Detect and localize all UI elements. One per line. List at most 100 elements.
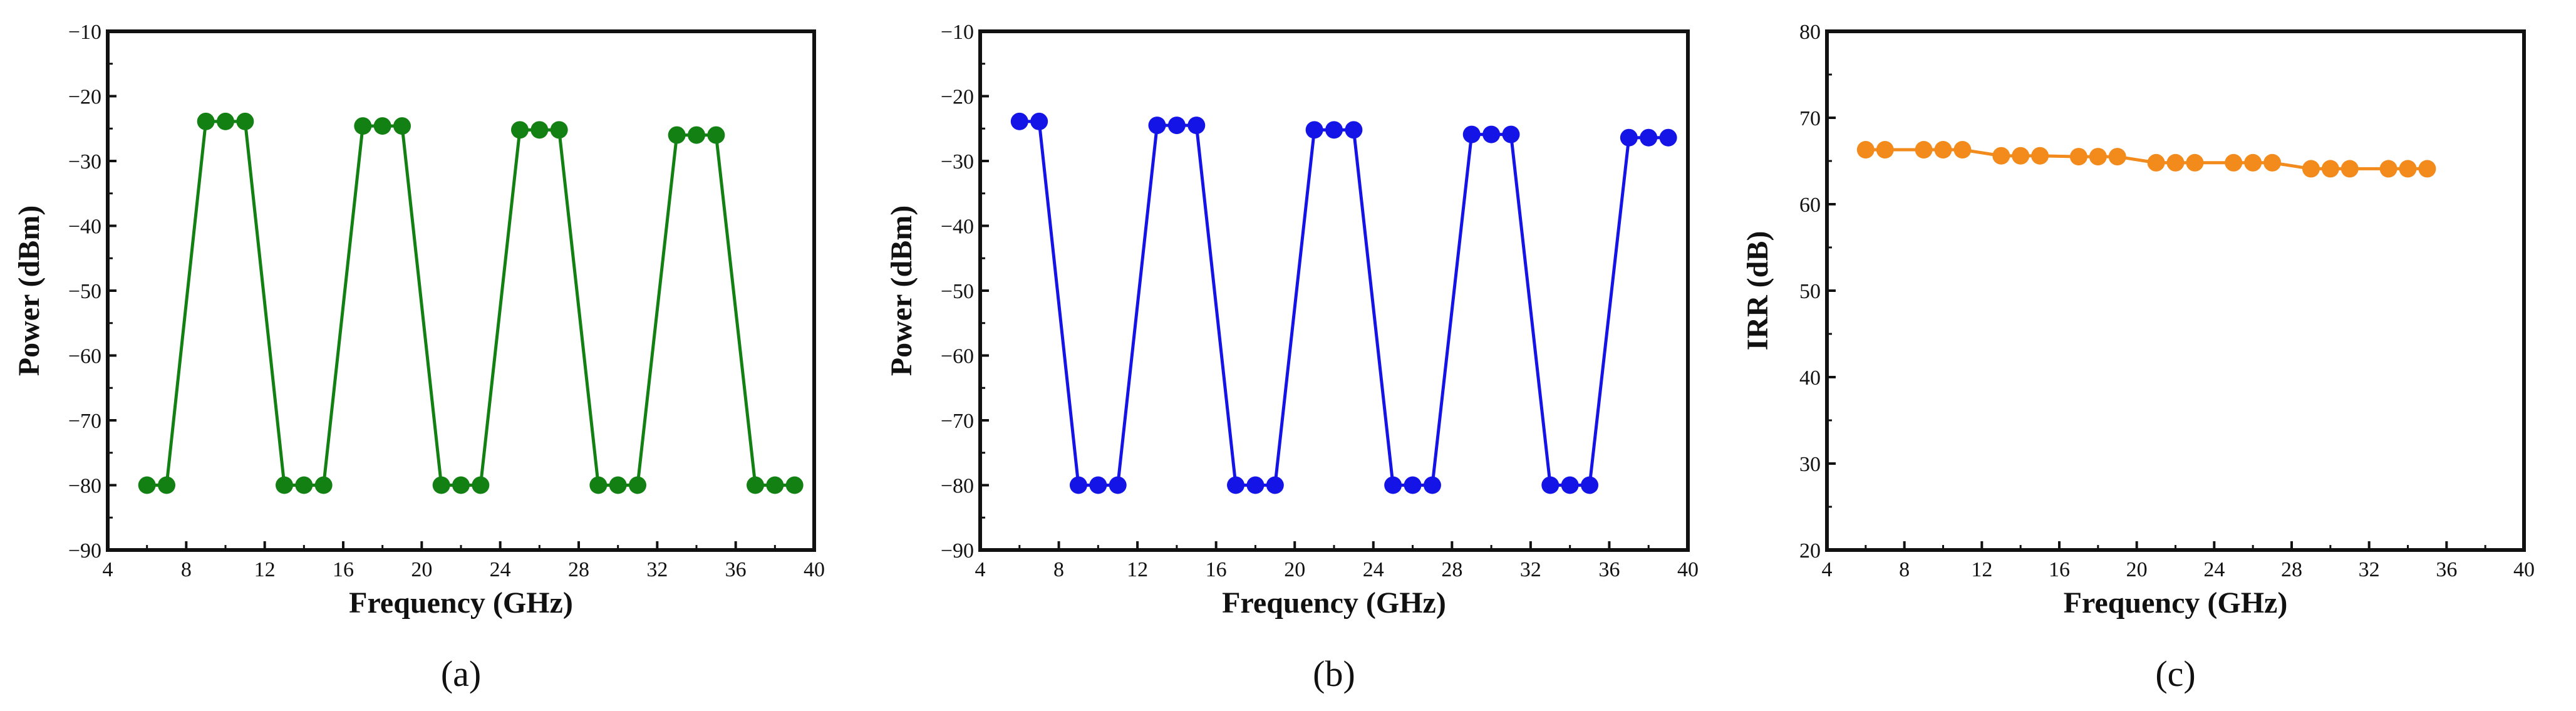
x-tick-label: 40 <box>1677 558 1699 581</box>
y-tick-label: −50 <box>68 280 101 303</box>
data-point <box>158 476 175 494</box>
data-point <box>1109 476 1127 494</box>
data-point <box>1089 476 1107 494</box>
data-point <box>1325 121 1343 139</box>
y-tick-label: 50 <box>1799 280 1821 303</box>
data-point <box>747 476 764 494</box>
data-point <box>1640 128 1658 147</box>
x-axis-label: Frequency (GHz) <box>2064 586 2288 620</box>
data-point <box>2302 160 2320 178</box>
data-point <box>629 476 646 494</box>
data-point <box>472 476 490 494</box>
y-tick-label: 60 <box>1799 194 1821 217</box>
plot-frame <box>106 29 816 552</box>
data-point <box>1010 112 1028 130</box>
y-axis-label: Power (dBm) <box>13 205 46 376</box>
y-tick-label: −70 <box>68 410 101 433</box>
x-tick-label: 20 <box>2126 558 2148 581</box>
x-tick-label: 12 <box>1127 558 1148 581</box>
panel-caption: (a) <box>441 653 481 694</box>
x-tick-label: 40 <box>804 558 825 581</box>
series-line <box>1019 120 1668 487</box>
x-tick-label: 8 <box>1053 558 1064 581</box>
plot-frame <box>978 29 1690 552</box>
data-point <box>1659 128 1677 147</box>
chart-panel-a: 4 8 12 16 20 24 28 32 36 40 −90 −80 −70 −60 −50 −40 −30 −… <box>13 21 825 694</box>
y-tick-label: −10 <box>68 21 101 44</box>
data-point <box>511 121 529 139</box>
series-line <box>147 120 795 487</box>
x-tick-label: 16 <box>1206 558 1227 581</box>
data-point <box>1227 476 1245 494</box>
x-tick-label: 32 <box>1520 558 1541 581</box>
y-tick-label: −90 <box>941 539 974 563</box>
x-tick-label: 20 <box>1284 558 1305 581</box>
x-tick-label: 8 <box>1899 558 1910 581</box>
data-point <box>2418 160 2436 178</box>
data-point <box>1934 141 1952 159</box>
y-tick-label: −30 <box>68 150 101 174</box>
data-point <box>1384 476 1402 494</box>
x-tick-label: 12 <box>1971 558 1992 581</box>
data-point <box>1305 121 1323 139</box>
data-point <box>314 476 333 494</box>
y-axis-label: Power (dBm) <box>885 205 918 376</box>
data-point <box>393 117 411 135</box>
data-point <box>354 117 372 135</box>
y-tick-label: −60 <box>941 345 974 368</box>
x-tick-label: 20 <box>411 558 432 581</box>
x-tick-label: 16 <box>2049 558 2070 581</box>
data-point <box>452 476 470 494</box>
x-tick-label: 28 <box>1441 558 1462 581</box>
y-tick-label: 20 <box>1799 539 1821 563</box>
data-point <box>2069 148 2087 166</box>
data-point <box>530 121 549 139</box>
data-point <box>2341 160 2359 178</box>
data-point <box>1167 117 1186 135</box>
chart-panel-b: 4 8 12 16 20 24 28 32 36 40 −90 −80 −70 −60 −50 −40 −30 −… <box>885 21 1699 694</box>
data-point <box>1620 128 1638 147</box>
data-point <box>2225 153 2243 172</box>
data-point <box>1266 476 1284 494</box>
data-point <box>2186 153 2204 172</box>
data-point <box>2031 147 2049 165</box>
data-point <box>138 476 156 494</box>
x-tick-label: 36 <box>1598 558 1620 581</box>
data-point <box>1187 117 1206 135</box>
data-point <box>1541 476 1560 494</box>
data-point <box>785 476 804 494</box>
data-point <box>1915 141 1933 159</box>
y-tick-label: −80 <box>68 475 101 498</box>
y-tick-label: −20 <box>941 86 974 109</box>
data-point <box>373 117 391 135</box>
y-tick-label: −90 <box>68 539 101 563</box>
x-tick-label: 4 <box>1822 558 1833 581</box>
x-tick-label: 28 <box>2281 558 2302 581</box>
data-point <box>1246 476 1265 494</box>
data-point <box>2166 153 2185 172</box>
y-tick-label: −70 <box>941 410 974 433</box>
data-point <box>2147 153 2165 172</box>
data-point <box>1462 125 1481 143</box>
data-point <box>2012 147 2030 165</box>
data-point <box>2089 148 2107 166</box>
y-tick-label: 30 <box>1799 453 1821 476</box>
x-tick-label: 36 <box>2436 558 2457 581</box>
data-point <box>1069 476 1087 494</box>
data-point <box>432 476 450 494</box>
data-point <box>236 112 254 130</box>
data-point <box>295 476 313 494</box>
y-tick-label: −30 <box>941 150 974 174</box>
data-point <box>1423 476 1441 494</box>
panel-caption: (b) <box>1313 653 1355 694</box>
x-tick-label: 28 <box>568 558 589 581</box>
data-point <box>1030 112 1048 130</box>
data-point <box>1404 476 1422 494</box>
data-point <box>217 112 234 130</box>
data-point <box>668 126 686 144</box>
y-tick-label: 40 <box>1799 366 1821 390</box>
x-tick-label: 4 <box>103 558 113 581</box>
y-tick-label: 80 <box>1799 21 1821 44</box>
y-tick-label: −40 <box>941 215 974 239</box>
